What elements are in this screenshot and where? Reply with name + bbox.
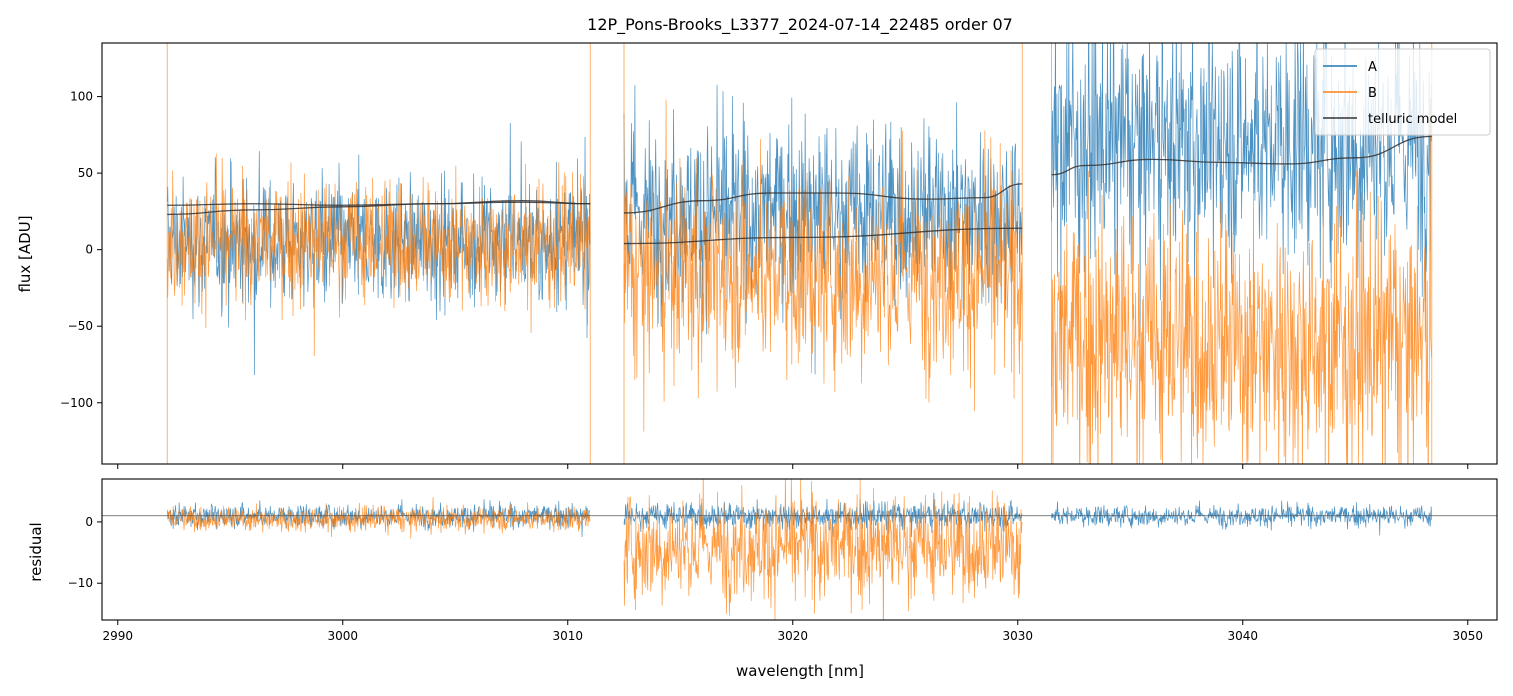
flux-y-axis-label: flux [ADU] [16, 215, 34, 292]
x-tick-label: 3000 [327, 629, 358, 643]
residual-b-series-segment-1 [623, 479, 1023, 620]
residual-x-ticks: 2990 3000 3010 3020 3030 3040 3050 [102, 620, 1483, 643]
telluric-model-b-segment-0 [167, 201, 591, 206]
flux-b-series-segment-1 [623, 99, 1023, 432]
legend: A B telluric model [1314, 48, 1491, 136]
residual-a-series-segment-1 [623, 492, 1023, 538]
flux-y-ticks: 100 50 0 −50 −100 [60, 90, 102, 410]
flux-panel: 100 50 0 −50 −100 flux [ADU] A B telluric mo… [16, 42, 1498, 469]
legend-box [1314, 48, 1491, 136]
flux-panel-frame [101, 42, 1498, 465]
x-axis-label: wavelength [nm] [736, 662, 864, 680]
x-tick-label: 3020 [777, 629, 808, 643]
telluric-model-a-segment-0 [167, 200, 591, 216]
residual-y-tick-label: −10 [68, 576, 93, 590]
flux-a-series-segment-1 [623, 84, 1023, 375]
residual-y-tick-label: 0 [85, 515, 93, 529]
flux-b-series-segment-0 [166, 153, 591, 356]
flux-y-tick-label: −100 [60, 396, 93, 410]
flux-y-tick-label: −50 [68, 319, 93, 333]
x-tick-label: 3010 [552, 629, 583, 643]
flux-plot-area [166, 43, 1433, 464]
x-tick-label: 3030 [1002, 629, 1033, 643]
telluric-model-b-segment-1 [623, 227, 1023, 245]
legend-label-model: telluric model [1368, 112, 1457, 127]
residual-panel: 0 −10 2990 3000 3010 3020 3030 3040 3050 residu… [27, 478, 1498, 643]
flux-y-tick-label: 100 [70, 90, 93, 104]
residual-panel-frame [101, 478, 1498, 621]
residual-plot-area [102, 479, 1497, 620]
chart-title: 12P_Pons-Brooks_L3377_2024-07-14_22485 o… [587, 15, 1013, 35]
flux-y-tick-label: 50 [78, 166, 93, 180]
legend-label-a: A [1368, 60, 1377, 75]
telluric-model-a-segment-2 [1051, 135, 1432, 176]
residual-y-ticks: 0 −10 [68, 515, 102, 590]
residual-y-axis-label: residual [27, 522, 45, 581]
x-tick-label: 2990 [102, 629, 133, 643]
x-tick-label: 3040 [1227, 629, 1258, 643]
flux-y-tick-label: 0 [85, 243, 93, 257]
residual-panel-background [102, 479, 1497, 620]
flux-x-ticks [117, 464, 1469, 469]
legend-label-b: B [1368, 86, 1377, 101]
x-tick-label: 3050 [1452, 629, 1483, 643]
telluric-model-a-segment-1 [623, 183, 1023, 214]
flux-b-series-segment-2 [1051, 110, 1433, 464]
